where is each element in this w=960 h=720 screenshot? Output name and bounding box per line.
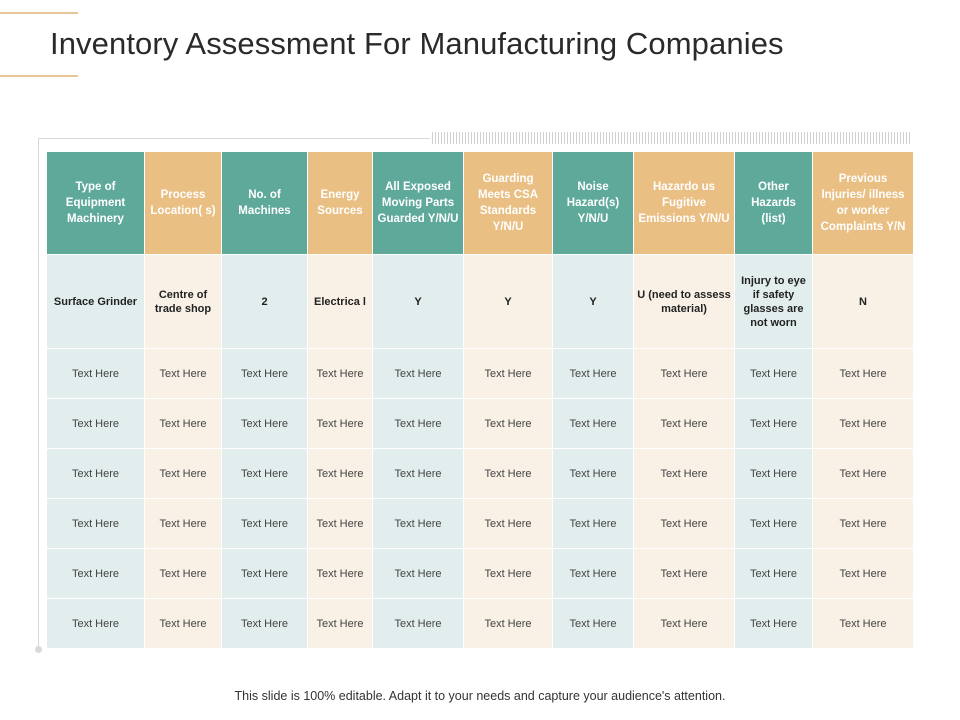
- table-cell: Text Here: [633, 448, 735, 499]
- table-cell: Text Here: [221, 348, 308, 399]
- table-cell: U (need to assess material): [633, 254, 735, 349]
- table-cell: Text Here: [307, 448, 373, 499]
- table-cell: Text Here: [552, 398, 634, 449]
- table-cell: Text Here: [734, 498, 813, 549]
- table-cell: Text Here: [552, 448, 634, 499]
- table-cell: Text Here: [307, 498, 373, 549]
- table-cell: Text Here: [221, 548, 308, 599]
- table-cell: Text Here: [372, 498, 464, 549]
- table-cell: Text Here: [463, 498, 553, 549]
- table-cell: Text Here: [221, 448, 308, 499]
- table-row: Text Here Text Here Text Here Text Here Text…: [46, 398, 914, 449]
- frame-line-top: [38, 138, 430, 139]
- header-energy-sources: Energy Sources: [307, 151, 373, 255]
- table-cell: Text Here: [372, 448, 464, 499]
- header-noise-hazards: Noise Hazard(s) Y/N/U: [552, 151, 634, 255]
- page-title: Inventory Assessment For Manufacturing C…: [50, 26, 784, 61]
- table-cell: Text Here: [633, 548, 735, 599]
- table-cell: Centre of trade shop: [144, 254, 222, 349]
- table-cell: Text Here: [307, 398, 373, 449]
- table-cell: Text Here: [463, 598, 553, 649]
- table-cell: Text Here: [46, 348, 145, 399]
- table-cell: Text Here: [734, 348, 813, 399]
- table-cell: Electrica l: [307, 254, 373, 349]
- table-row: Text Here Text Here Text Here Text Here Text…: [46, 348, 914, 399]
- table-cell: Text Here: [734, 598, 813, 649]
- header-other-hazards: Other Hazards (list): [734, 151, 813, 255]
- table-cell: Text Here: [552, 498, 634, 549]
- table-cell: Y: [372, 254, 464, 349]
- table-cell: Text Here: [46, 448, 145, 499]
- table-cell: Text Here: [552, 598, 634, 649]
- table-cell: Text Here: [221, 498, 308, 549]
- accent-line-bottom: [0, 75, 78, 77]
- table-cell: Text Here: [144, 398, 222, 449]
- header-no-of-machines: No. of Machines: [221, 151, 308, 255]
- table-row: Surface Grinder Centre of trade shop 2 E…: [46, 254, 914, 349]
- header-fugitive-emissions: Hazardo us Fugitive Emissions Y/N/U: [633, 151, 735, 255]
- inventory-table: Type of Equipment Machinery Process Loca…: [46, 151, 914, 649]
- table-cell: Text Here: [46, 498, 145, 549]
- table-cell: Text Here: [734, 398, 813, 449]
- table-cell: Text Here: [463, 448, 553, 499]
- table-cell: Text Here: [734, 548, 813, 599]
- table-cell: Text Here: [463, 398, 553, 449]
- table-cell: Text Here: [221, 598, 308, 649]
- table-cell: 2: [221, 254, 308, 349]
- table-row: Text Here Text Here Text Here Text Here Text…: [46, 598, 914, 649]
- footer-note: This slide is 100% editable. Adapt it to…: [234, 689, 726, 703]
- table-cell: Injury to eye if safety glasses are not …: [734, 254, 813, 349]
- table-cell: Text Here: [144, 548, 222, 599]
- table-cell: Text Here: [307, 348, 373, 399]
- table-cell: Text Here: [812, 398, 914, 449]
- table-cell: Text Here: [307, 548, 373, 599]
- table-cell: Text Here: [144, 448, 222, 499]
- table-cell: Text Here: [633, 598, 735, 649]
- table-cell: Y: [552, 254, 634, 349]
- table-row: Text Here Text Here Text Here Text Here Text…: [46, 548, 914, 599]
- table-cell: Y: [463, 254, 553, 349]
- accent-line-top: [0, 12, 78, 14]
- frame-line-left: [38, 138, 39, 650]
- table-cell: Text Here: [633, 398, 735, 449]
- table-cell: Text Here: [372, 398, 464, 449]
- table-cell: Text Here: [307, 598, 373, 649]
- table-cell: Text Here: [221, 398, 308, 449]
- table-cell: N: [812, 254, 914, 349]
- table-cell: Text Here: [144, 498, 222, 549]
- frame-dot: [35, 646, 42, 653]
- table-cell: Text Here: [812, 498, 914, 549]
- table-cell: Text Here: [46, 548, 145, 599]
- header-process-location: Process Location( s): [144, 151, 222, 255]
- table-cell: Text Here: [372, 348, 464, 399]
- hatch-decoration: [432, 132, 912, 144]
- table-cell: Text Here: [46, 398, 145, 449]
- header-moving-parts-guarded: All Exposed Moving Parts Guarded Y/N/U: [372, 151, 464, 255]
- table-cell: Text Here: [372, 548, 464, 599]
- table-cell: Text Here: [46, 598, 145, 649]
- table-cell: Text Here: [633, 348, 735, 399]
- table-cell: Text Here: [144, 348, 222, 399]
- table-row: Text Here Text Here Text Here Text Here Text…: [46, 448, 914, 499]
- table-cell: Text Here: [372, 598, 464, 649]
- table-cell: Text Here: [812, 548, 914, 599]
- table-cell: Text Here: [144, 598, 222, 649]
- header-previous-injuries: Previous Injuries/ illness or worker Com…: [812, 151, 914, 255]
- header-equipment-type: Type of Equipment Machinery: [46, 151, 145, 255]
- table-cell: Text Here: [463, 348, 553, 399]
- table-cell: Text Here: [812, 348, 914, 399]
- table-cell: Text Here: [633, 498, 735, 549]
- table-header-row: Type of Equipment Machinery Process Loca…: [46, 151, 914, 255]
- table-cell: Text Here: [552, 548, 634, 599]
- table-row: Text Here Text Here Text Here Text Here Text…: [46, 498, 914, 549]
- header-guarding-csa: Guarding Meets CSA Standards Y/N/U: [463, 151, 553, 255]
- table-cell: Text Here: [463, 548, 553, 599]
- table-cell: Text Here: [734, 448, 813, 499]
- table-cell: Text Here: [552, 348, 634, 399]
- table-cell: Surface Grinder: [46, 254, 145, 349]
- table-cell: Text Here: [812, 598, 914, 649]
- table-cell: Text Here: [812, 448, 914, 499]
